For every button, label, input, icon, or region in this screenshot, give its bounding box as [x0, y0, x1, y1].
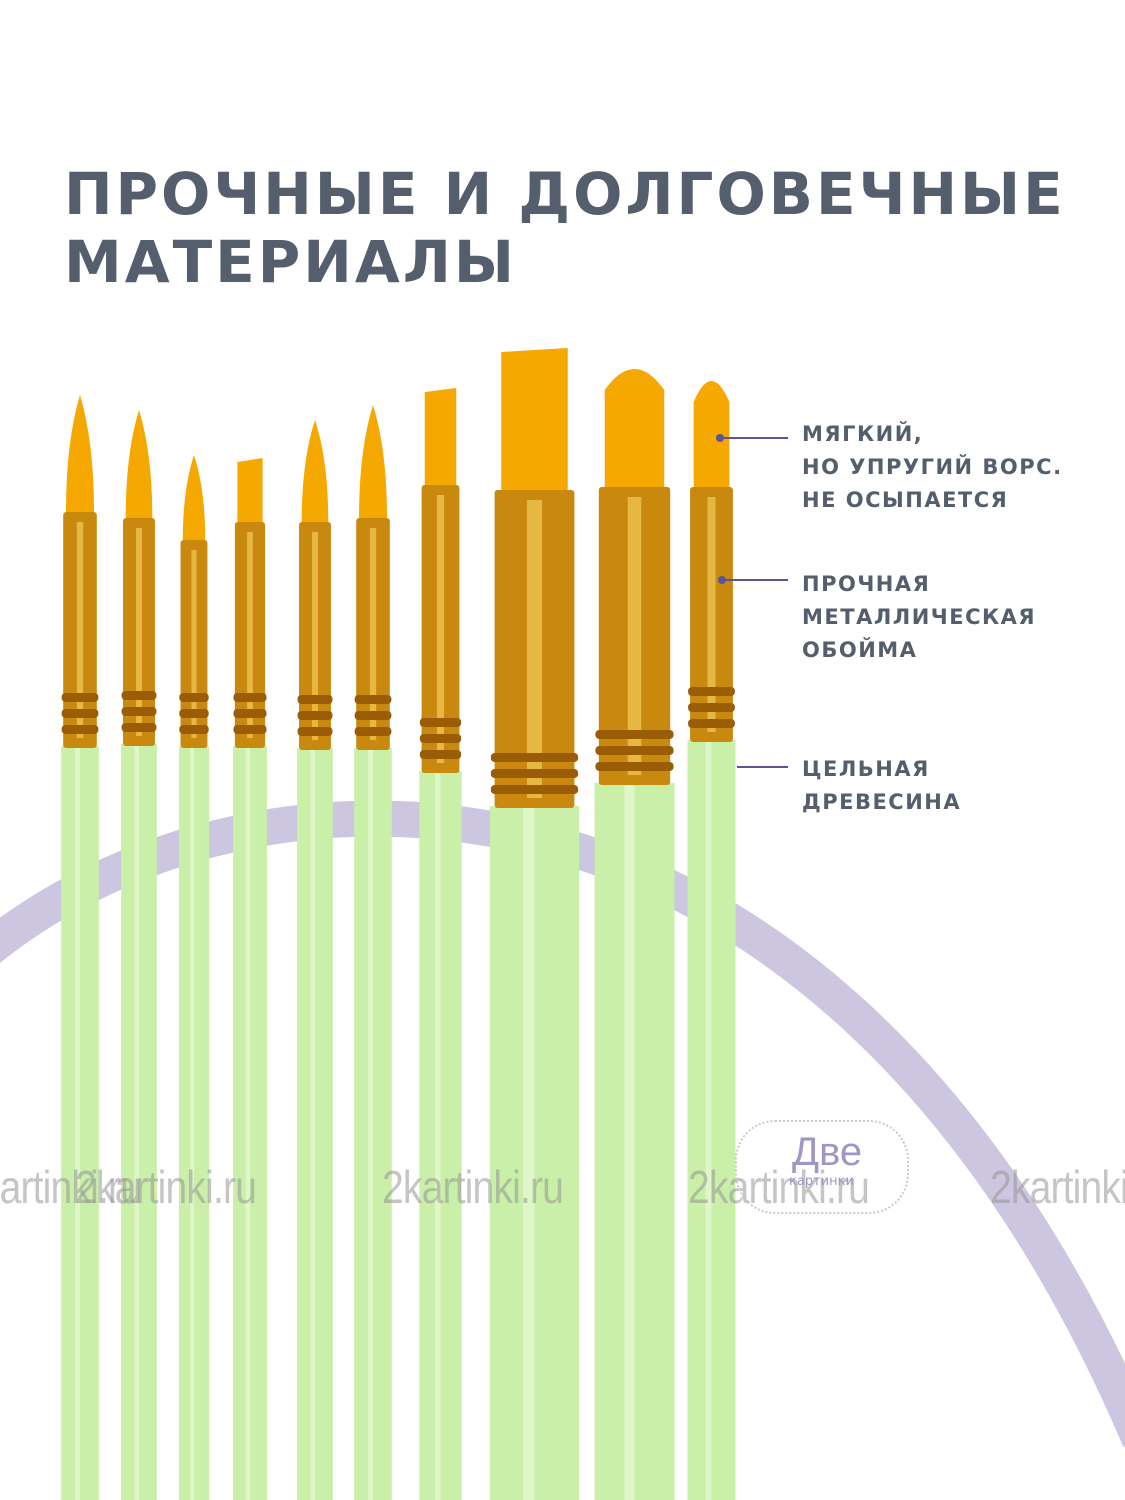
watermark-logo-big: Две [792, 1130, 863, 1174]
watermark: 2kartinki.ru [0, 1161, 142, 1213]
ferrule-crimp [121, 707, 157, 716]
watermark-logo-small: картинки [789, 1174, 854, 1189]
handle-highlight [705, 742, 712, 1500]
ferrule-crimp [354, 695, 392, 704]
brush-bristles [125, 410, 153, 518]
handle-highlight [435, 773, 441, 1500]
brush-bristles [66, 395, 94, 512]
watermark-logo: Две картинки [735, 1120, 909, 1214]
title-line-1: ПРОЧНЫЕ И ДОЛГОВЕЧНЫЕ [64, 160, 1066, 228]
ferrule-crimp [490, 785, 579, 794]
ferrule-highlight [526, 500, 543, 798]
callout-text: МЯГКИЙ, [802, 422, 924, 446]
handle-highlight [245, 748, 250, 1500]
watermark: 2kartinki.ru [688, 1161, 870, 1213]
page-title: ПРОЧНЫЕ И ДОЛГОВЕЧНЫЕ МАТЕРИАЛЫ [64, 160, 1066, 296]
callout-text: НЕ ОСЫПАЕТСЯ [802, 488, 1009, 512]
brush-bristles [693, 381, 730, 487]
brush-bristles [237, 458, 263, 522]
ferrule-highlight [369, 528, 377, 740]
handle-highlight [368, 750, 373, 1500]
ferrule-crimp [490, 753, 579, 762]
brush-bristles [301, 420, 329, 522]
callout-bristles: МЯГКИЙ, НО УПРУГИЙ ВОРС. НЕ ОСЫПАЕТСЯ [802, 418, 1063, 517]
brush-bristles [424, 388, 457, 485]
callout-text: ДРЕВЕСИНА [802, 790, 962, 814]
callout-dot [716, 434, 724, 442]
paintbrush [594, 369, 675, 1500]
handle-highlight [624, 785, 635, 1500]
ferrule-crimp [179, 725, 209, 734]
ferrule-highlight [191, 550, 197, 738]
ferrule-crimp [419, 750, 462, 759]
ferrule-crimp [233, 693, 267, 702]
handle-highlight [134, 746, 139, 1500]
ferrule-highlight [627, 497, 642, 775]
ferrule-crimp [354, 711, 392, 720]
ferrule-crimp [233, 709, 267, 718]
ferrule-crimp [179, 693, 209, 702]
ferrule-highlight [247, 532, 253, 738]
brush-bristles [182, 455, 206, 540]
ferrule-crimp [354, 727, 392, 736]
ferrule-crimp [595, 746, 674, 755]
paintbrush [233, 458, 267, 1500]
brush-bristles [501, 348, 568, 490]
watermark: 2kartinki.ru [382, 1161, 564, 1213]
paintbrush [687, 381, 736, 1500]
paintbrush [489, 348, 580, 1500]
ferrule-crimp [595, 762, 674, 771]
ferrule-crimp [688, 687, 735, 696]
ferrule-crimp [297, 695, 333, 704]
watermark: 2kartinki.ru [990, 1161, 1125, 1213]
paintbrush [61, 395, 99, 1500]
ferrule-crimp [61, 693, 99, 702]
ferrule-crimp [419, 718, 462, 727]
ferrule-crimp [121, 723, 157, 732]
handle-highlight [190, 748, 194, 1500]
handle-highlight [75, 748, 80, 1500]
ferrule-highlight [135, 528, 143, 736]
ferrule-highlight [436, 495, 445, 763]
paintbrush [121, 410, 157, 1500]
callout-text: ОБОЙМА [802, 638, 918, 662]
ferrule-crimp [297, 727, 333, 736]
callout-dot [718, 576, 726, 584]
callout-text: НО УПРУГИЙ ВОРС. [802, 455, 1063, 479]
ferrule-highlight [707, 497, 716, 732]
ferrule-crimp [61, 709, 99, 718]
ferrule-crimp [688, 719, 735, 728]
ferrule-crimp [595, 730, 674, 739]
watermark: 2kartinki.ru [75, 1161, 257, 1213]
callout-handle: ЦЕЛЬНАЯ ДРЕВЕСИНА [802, 753, 961, 819]
handle-highlight [523, 808, 535, 1500]
ferrule-crimp [490, 769, 579, 778]
ferrule-crimp [233, 725, 267, 734]
handle-highlight [310, 750, 315, 1500]
ferrule-crimp [121, 691, 157, 700]
callout-text: ЦЕЛЬНАЯ [802, 757, 930, 781]
ferrule-crimp [419, 734, 462, 743]
brush-bristles [604, 369, 665, 487]
paintbrush [354, 405, 392, 1500]
ferrule-crimp [61, 725, 99, 734]
callout-text: ПРОЧНАЯ [802, 572, 931, 596]
ferrule-crimp [179, 709, 209, 718]
ferrule-highlight [311, 532, 319, 740]
callout-ferrule: ПРОЧНАЯ МЕТАЛЛИЧЕСКАЯ ОБОЙМА [802, 568, 1036, 667]
paintbrush [419, 388, 462, 1500]
ferrule-crimp [688, 703, 735, 712]
paintbrush [297, 420, 333, 1500]
ferrule-crimp [297, 711, 333, 720]
brush-bristles [359, 405, 387, 518]
ferrule-highlight [76, 522, 84, 738]
title-line-2: МАТЕРИАЛЫ [64, 228, 517, 296]
callout-text: МЕТАЛЛИЧЕСКАЯ [802, 605, 1037, 629]
paintbrush [178, 455, 210, 1500]
